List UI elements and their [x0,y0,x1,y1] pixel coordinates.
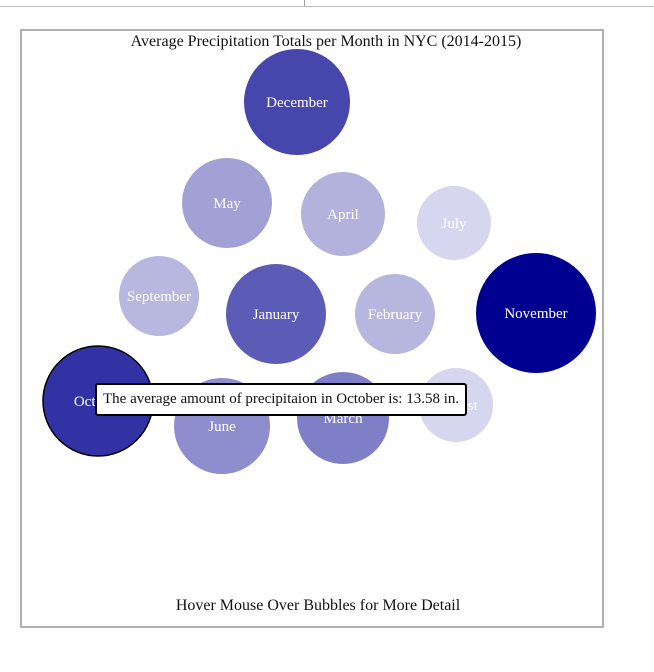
bubble-tooltip: The average amount of precipitaion in Oc… [95,383,468,416]
top-divider [0,0,654,7]
bubble-circle-november[interactable] [476,253,596,373]
chart-footer: Hover Mouse Over Bubbles for More Detail [176,597,461,614]
bubble-circle-april[interactable] [301,172,385,256]
bubble-circle-september[interactable] [119,256,199,336]
bubble-circle-january[interactable] [226,264,326,364]
bubble-july[interactable]: July [417,186,491,260]
bubble-circle-december[interactable] [244,49,350,155]
chart-title: Average Precipitation Totals per Month i… [131,33,522,50]
bubble-circle-may[interactable] [182,158,272,248]
top-divider-tick [304,0,305,6]
bubble-circle-july[interactable] [417,186,491,260]
bubble-may[interactable]: May [182,158,272,248]
bubble-february[interactable]: February [355,274,435,354]
bubble-circle-february[interactable] [355,274,435,354]
bubble-december[interactable]: December [244,49,350,155]
bubble-november[interactable]: November [476,253,596,373]
bubble-january[interactable]: January [226,264,326,364]
bubble-september[interactable]: September [119,256,199,336]
bubble-april[interactable]: April [301,172,385,256]
